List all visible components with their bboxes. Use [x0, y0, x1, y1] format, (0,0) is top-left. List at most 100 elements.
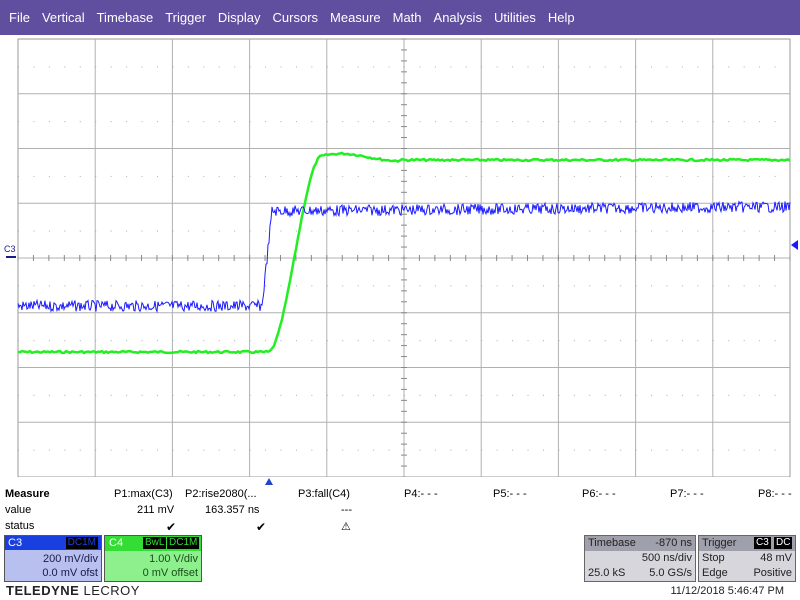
c4-channel-descriptor[interactable]: C4 BwL DC1M 1.00 V/div 0 mV offset — [104, 535, 202, 582]
grid-dot — [759, 175, 761, 177]
grid-dot — [79, 285, 81, 287]
grid-dot — [265, 285, 267, 287]
menu-timebase[interactable]: Timebase — [96, 10, 154, 25]
grid-dot — [79, 175, 81, 177]
grid-dot — [450, 340, 452, 342]
grid-dot — [172, 121, 174, 123]
grid-dot — [496, 449, 498, 451]
p3-value: --- — [341, 504, 352, 516]
param-p8[interactable]: P8:- - - — [758, 488, 792, 500]
grid-dot — [573, 449, 575, 451]
grid-dot — [450, 230, 452, 232]
param-p7[interactable]: P7:- - - — [670, 488, 704, 500]
param-p3[interactable]: P3:fall(C4) — [298, 488, 350, 500]
menu-trigger[interactable]: Trigger — [165, 10, 206, 25]
grid-dot — [774, 175, 776, 177]
c3-offset-marker[interactable] — [6, 256, 16, 258]
grid-dot — [759, 449, 761, 451]
grid-dot — [280, 394, 282, 396]
grid-dot — [172, 175, 174, 177]
grid-dot — [141, 394, 143, 396]
grid-dot — [64, 121, 66, 123]
trigger-position-marker[interactable] — [265, 478, 273, 485]
grid-dot — [249, 285, 251, 287]
grid-dot — [373, 449, 375, 451]
timebase-header — [585, 536, 695, 551]
waveform-display[interactable]: C3 — [0, 35, 800, 477]
param-p5[interactable]: P5:- - - — [493, 488, 527, 500]
menu-cursors[interactable]: Cursors — [272, 10, 319, 25]
grid-dot — [218, 285, 220, 287]
grid-dot — [712, 285, 714, 287]
grid-dot — [450, 449, 452, 451]
grid-dot — [172, 449, 174, 451]
grid-dot — [249, 66, 251, 68]
grid-dot — [342, 449, 344, 451]
menu-file[interactable]: File — [9, 10, 30, 25]
grid-dot — [265, 121, 267, 123]
grid-dot — [604, 121, 606, 123]
grid-dot — [697, 230, 699, 232]
grid-dot — [743, 175, 745, 177]
param-p6[interactable]: P6:- - - — [582, 488, 616, 500]
grid-dot — [558, 230, 560, 232]
grid-dot — [48, 394, 50, 396]
grid-dot — [110, 285, 112, 287]
grid-dot — [234, 449, 236, 451]
grid-dot — [187, 285, 189, 287]
grid-dot — [295, 175, 297, 177]
menu-math[interactable]: Math — [392, 10, 422, 25]
grid-dot — [512, 449, 514, 451]
c3-channel-descriptor[interactable]: C3 DC1M 200 mV/div 0.0 mV ofst — [4, 535, 102, 582]
trigger-mode: Stop — [702, 552, 725, 564]
grid-dot — [542, 230, 544, 232]
grid-dot — [465, 340, 467, 342]
c4-trace — [17, 151, 791, 355]
grid-dot — [542, 449, 544, 451]
grid-dot — [280, 121, 282, 123]
trigger-level-marker[interactable] — [791, 240, 798, 250]
timebase-descriptor[interactable]: Timebase -870 ns 500 ns/div 25.0 kS 5.0 … — [584, 535, 696, 582]
menu-help[interactable]: Help — [547, 10, 575, 25]
grid-dot — [18, 230, 19, 232]
menu-utilities[interactable]: Utilities — [493, 10, 536, 25]
grid-dot — [265, 66, 267, 68]
menu-analysis[interactable]: Analysis — [433, 10, 482, 25]
grid-dot — [512, 340, 514, 342]
param-p4[interactable]: P4:- - - — [404, 488, 438, 500]
grid-dot — [295, 340, 297, 342]
p1-value: 211 mV — [137, 504, 175, 516]
c4-coupling-badge: DC1M — [167, 537, 200, 549]
grid-dot — [666, 285, 668, 287]
param-p1[interactable]: P1:max(C3) — [114, 488, 173, 500]
grid-dot — [203, 285, 205, 287]
grid-dot — [342, 340, 344, 342]
grid-dot — [79, 394, 81, 396]
grid-dot — [419, 175, 421, 177]
grid-dot — [33, 394, 35, 396]
grid-dot — [156, 175, 158, 177]
grid-dot — [620, 121, 622, 123]
grid-dot — [234, 230, 236, 232]
grid-dot — [18, 175, 19, 177]
grid-dot — [512, 66, 514, 68]
c4-body — [105, 551, 201, 581]
grid-dot — [373, 285, 375, 287]
waveform-grid — [17, 38, 791, 477]
trigger-descriptor[interactable]: Trigger C3 DC Stop 48 mV Edge Positive — [698, 535, 796, 582]
grid-dot — [573, 340, 575, 342]
menu-vertical[interactable]: Vertical — [41, 10, 85, 25]
menu-measure[interactable]: Measure — [330, 10, 381, 25]
trigger-label: Trigger — [702, 537, 737, 549]
grid-dot — [33, 230, 35, 232]
c4-bwl-badge: BwL — [143, 537, 167, 549]
grid-dot — [388, 340, 390, 342]
menu-display[interactable]: Display — [217, 10, 261, 25]
grid-dot — [759, 285, 761, 287]
grid-dot — [434, 449, 436, 451]
grid-dot — [496, 66, 498, 68]
param-p2[interactable]: P2:rise2080(... — [185, 488, 257, 500]
grid-dot — [326, 285, 328, 287]
grid-dot — [512, 285, 514, 287]
grid-dot — [558, 175, 560, 177]
